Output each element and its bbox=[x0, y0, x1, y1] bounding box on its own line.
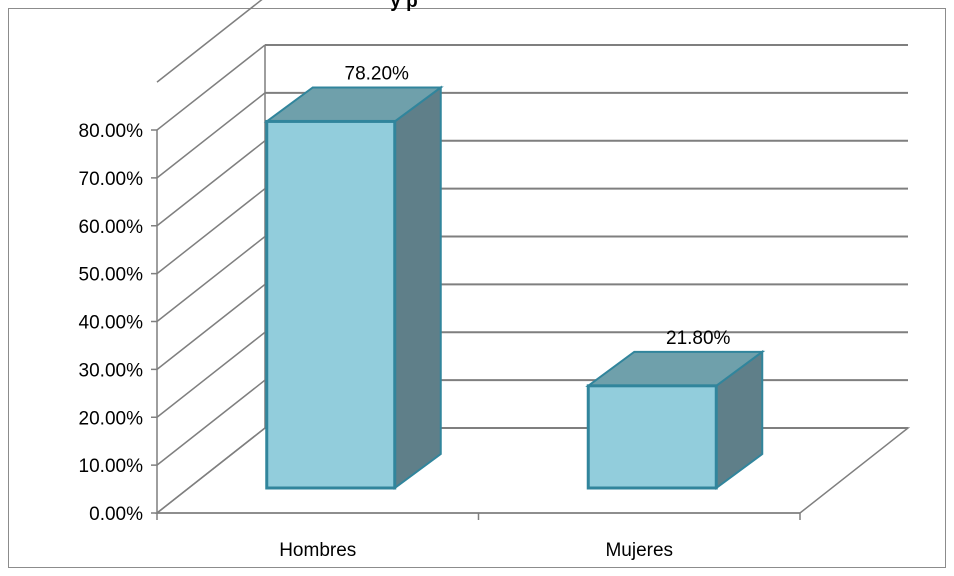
axes: 0.00% 10.00% 20.00% 30.00% 40.00% 50.00% 60.00… bbox=[79, 121, 801, 525]
y-tick-label: 60.00% bbox=[79, 217, 144, 238]
gridline-side bbox=[156, 235, 266, 323]
labels: 78.20% Hombres 21.80% Mujeres bbox=[279, 63, 730, 561]
bar-hombres bbox=[265, 119, 397, 490]
gridline-side bbox=[156, 379, 266, 466]
data-label-hombres: 78.20% bbox=[345, 63, 410, 84]
gridline-side bbox=[156, 140, 266, 227]
gridline-side bbox=[156, 188, 266, 275]
bar-mujeres bbox=[586, 384, 718, 490]
gridline-side bbox=[156, 0, 263, 83]
bar-side-hombres bbox=[393, 85, 442, 490]
y-tick-label: 70.00% bbox=[79, 169, 144, 190]
category-label-hombres: Hombres bbox=[279, 540, 356, 561]
data-label-mujeres: 21.80% bbox=[666, 328, 731, 349]
y-tick-label: 80.00% bbox=[79, 121, 144, 142]
chart-title-fragment: y p bbox=[390, 0, 417, 12]
gridline-side bbox=[156, 44, 266, 131]
y-tick-label: 40.00% bbox=[79, 313, 144, 334]
gridline-side bbox=[156, 92, 266, 179]
chart-frame bbox=[8, 8, 946, 568]
y-tick-label: 50.00% bbox=[79, 265, 144, 286]
gridline-side bbox=[156, 283, 266, 370]
bars bbox=[263, 85, 766, 490]
y-tick-label: 0.00% bbox=[89, 504, 143, 525]
gridline-side bbox=[156, 331, 266, 418]
category-label-mujeres: Mujeres bbox=[605, 540, 673, 561]
y-tick-label: 20.00% bbox=[79, 408, 144, 429]
y-tick-label: 10.00% bbox=[79, 456, 144, 477]
gridline-side bbox=[156, 427, 266, 514]
y-tick-label: 30.00% bbox=[79, 360, 144, 381]
